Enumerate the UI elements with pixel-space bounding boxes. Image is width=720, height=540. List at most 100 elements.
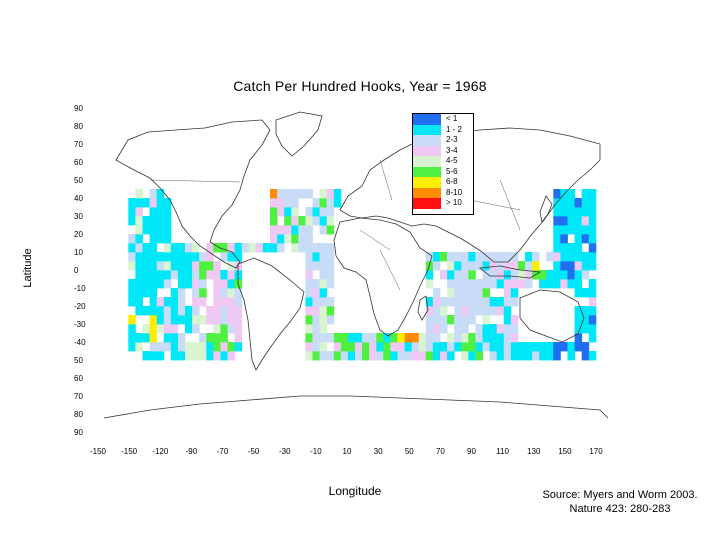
heatmap-cell [170, 252, 179, 262]
heatmap-cell [199, 261, 207, 271]
heatmap-cell [475, 252, 483, 262]
legend-label: < 1 [446, 114, 458, 123]
heatmap-cell [447, 333, 455, 343]
heatmap-cell [454, 333, 462, 343]
heatmap-cell [255, 243, 264, 253]
heatmap-cell [546, 279, 554, 289]
heatmap-cell [284, 207, 292, 217]
heatmap-cell [277, 234, 285, 244]
heatmap-cell [404, 333, 413, 343]
heatmap-cell [432, 297, 441, 307]
heatmap-cell [546, 252, 554, 262]
legend-swatch [413, 177, 441, 188]
heatmap-cell [397, 342, 405, 352]
x-tick-label: 70 [436, 447, 445, 456]
heatmap-cell [447, 279, 455, 289]
heatmap-cell [284, 225, 292, 235]
heatmap-cell [305, 207, 313, 217]
heatmap-cell [390, 333, 398, 343]
heatmap-cell [510, 333, 519, 343]
heatmap-cell [432, 324, 441, 334]
heatmap-cell [185, 243, 193, 253]
greenland-outline [275, 111, 323, 157]
heatmap-cell [206, 252, 214, 262]
heatmap-cell [319, 189, 328, 199]
heatmap-cell [574, 216, 583, 226]
heatmap-cell [553, 216, 561, 226]
heatmap-cell [510, 279, 519, 289]
heatmap-cell [319, 324, 328, 334]
heatmap-cell [588, 261, 597, 271]
heatmap-cell [553, 207, 561, 217]
heatmap-cell [192, 315, 200, 325]
heatmap-cell [482, 306, 490, 316]
heatmap-cell [185, 351, 193, 361]
heatmap-cell [560, 342, 568, 352]
heatmap-cell [482, 297, 490, 307]
heatmap-cell [305, 189, 313, 199]
heatmap-cell [510, 270, 519, 280]
heatmap-cell [163, 198, 172, 208]
heatmap-cell [489, 351, 498, 361]
heatmap-cell [475, 297, 483, 307]
heatmap-cell [234, 288, 243, 298]
heatmap-cell [383, 351, 391, 361]
legend-swatch [413, 135, 441, 146]
y-tick-label: 20 [74, 230, 83, 239]
y-tick-label: 60 [74, 158, 83, 167]
heatmap-cell [326, 261, 335, 271]
heatmap-cell [546, 342, 554, 352]
heatmap-cell [560, 270, 568, 280]
north-america-outline [115, 119, 271, 269]
heatmap-cell [496, 351, 505, 361]
heatmap-cell [553, 252, 561, 262]
heatmap-cell [454, 297, 462, 307]
y-tick-label: 10 [74, 248, 83, 257]
heatmap-cell [305, 261, 313, 271]
heatmap-cell [489, 261, 498, 271]
heatmap-cell [135, 288, 143, 298]
heatmap-cell [199, 333, 207, 343]
y-tick-label: 50 [74, 176, 83, 185]
heatmap-cell [588, 279, 597, 289]
heatmap-cell [503, 342, 512, 352]
heatmap-cell [425, 306, 434, 316]
heatmap-cell [227, 297, 235, 307]
heatmap-cell [489, 270, 498, 280]
heatmap-cell [340, 333, 349, 343]
heatmap-cell [482, 315, 490, 325]
heatmap-cell [163, 252, 172, 262]
heatmap-cell [156, 198, 165, 208]
heatmap-cell [340, 342, 349, 352]
heatmap-cell [503, 324, 512, 334]
heatmap-cell [192, 279, 200, 289]
heatmap-cell [482, 288, 490, 298]
heatmap-cell [163, 270, 172, 280]
heatmap-cell [142, 306, 150, 316]
heatmap-cell [149, 333, 158, 343]
heatmap-cell [539, 279, 547, 289]
heatmap-cell [454, 252, 462, 262]
heatmap-cell [248, 243, 257, 253]
madagascar-outline [417, 295, 429, 321]
legend-label: 5-6 [446, 166, 458, 176]
heatmap-cell [319, 198, 328, 208]
heatmap-cell [319, 306, 328, 316]
heatmap-cell [291, 234, 299, 244]
source-line-2: Nature 423: 280-283 [569, 503, 671, 515]
heatmap-cell [581, 342, 590, 352]
heatmap-cell [496, 342, 505, 352]
heatmap-cell [220, 315, 228, 325]
heatmap-cell [213, 324, 221, 334]
heatmap-cell [454, 306, 462, 316]
heatmap-cell [227, 279, 235, 289]
heatmap-cell [496, 270, 505, 280]
y-tick-label: -10 [74, 284, 86, 293]
heatmap-cell [128, 288, 136, 298]
heatmap-cell [553, 270, 561, 280]
heatmap-cell [192, 297, 200, 307]
heatmap-cell [305, 306, 313, 316]
x-tick-label: 90 [467, 447, 476, 456]
heatmap-cell [489, 324, 498, 334]
